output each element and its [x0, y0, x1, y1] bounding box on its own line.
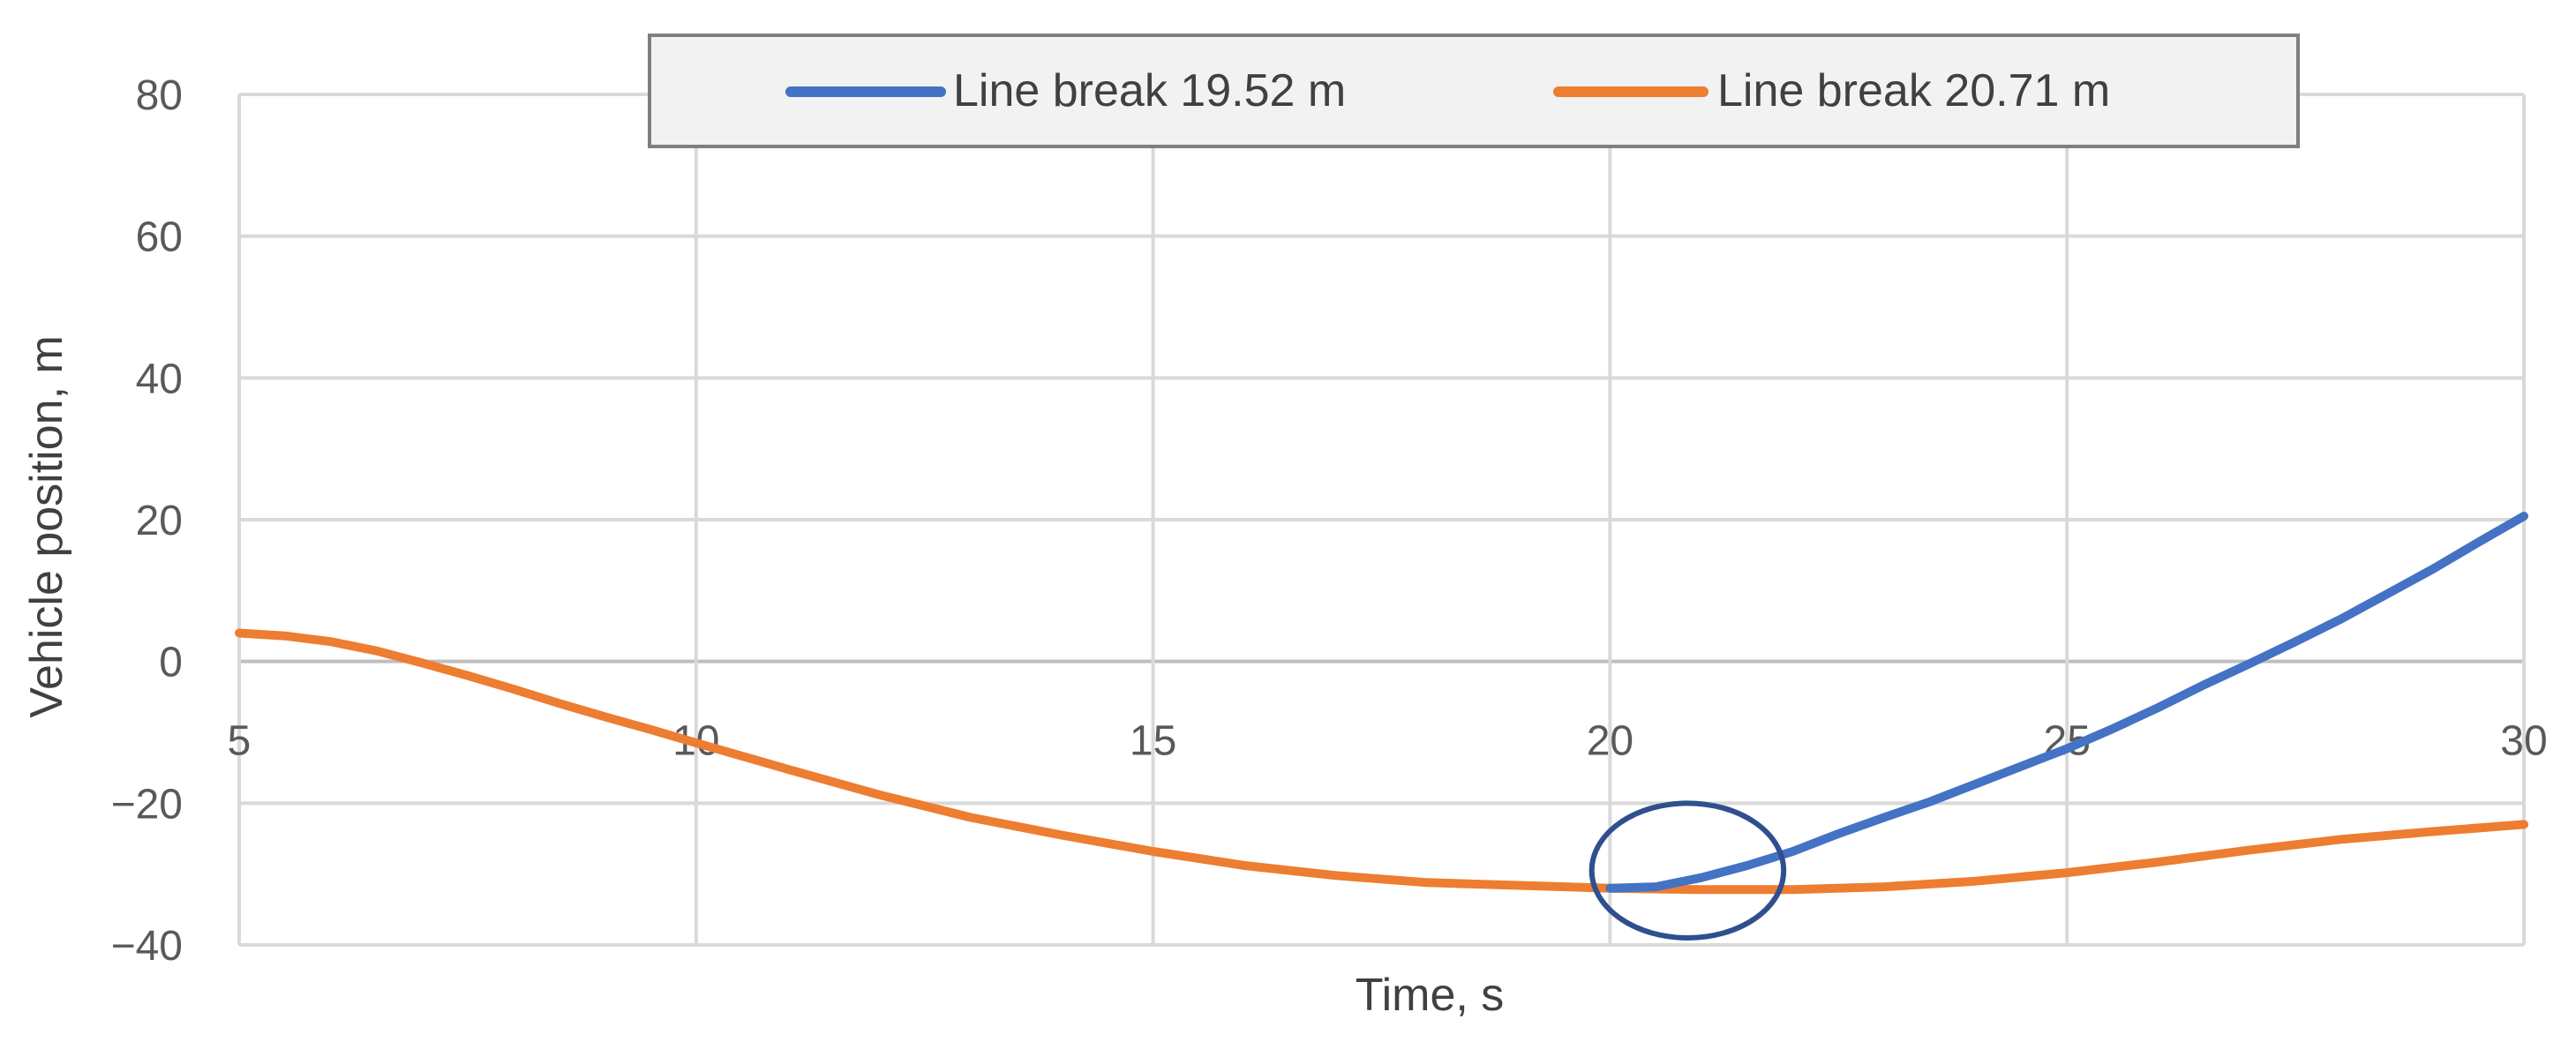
y-tick-label: −40: [111, 923, 183, 970]
gridlines: [237, 93, 2526, 947]
annotation-ellipse: [1588, 800, 1787, 941]
y-tick-label: 20: [136, 498, 183, 544]
y-tick-label: −20: [111, 781, 183, 828]
x-tick-label: 30: [2500, 718, 2547, 765]
y-tick-label: 80: [136, 72, 183, 119]
legend-label-line-break-20-71: Line break 20.71 m: [1717, 65, 2110, 116]
x-tick-label: 20: [1587, 718, 1633, 765]
x-tick-label: 5: [228, 718, 252, 765]
x-axis-title: Time, s: [1356, 970, 1505, 1021]
y-tick-label: 40: [136, 356, 183, 402]
series-line-0: [1605, 512, 2528, 893]
legend: Line break 19.52 m Line break 20.71 m: [648, 34, 2300, 148]
series-line-1: [235, 628, 2528, 895]
x-tick-label: 15: [1130, 718, 1176, 765]
y-axis-title: Vehicle position, m: [21, 335, 72, 718]
legend-label-line-break-19-52: Line break 19.52 m: [953, 65, 1346, 116]
series-lines: [235, 512, 2528, 895]
y-tick-label: 0: [159, 640, 183, 686]
y-tick-label: 60: [136, 214, 183, 261]
